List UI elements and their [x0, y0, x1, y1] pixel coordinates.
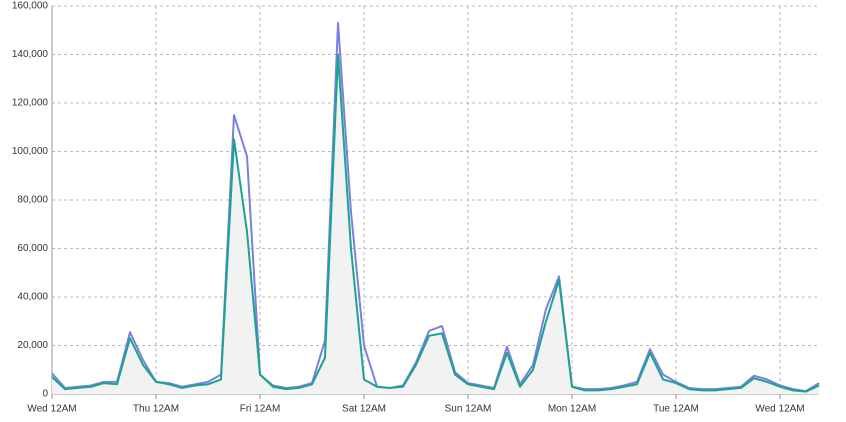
x-tick-label: Wed 12AM [755, 404, 804, 415]
area [52, 54, 819, 394]
y-tick-label: 80,000 [17, 195, 48, 206]
x-tick-label: Wed 12AM [27, 404, 76, 415]
line [51, 53, 820, 393]
x-tick-label: Tue 12AM [653, 404, 699, 415]
x-tick-label: Sat 12AM [342, 404, 386, 415]
y-tick-label: 140,000 [12, 49, 49, 60]
y-tick-label: 40,000 [17, 292, 48, 303]
y-tick-label: 100,000 [12, 146, 49, 157]
x-tick-label: Mon 12AM [548, 404, 596, 415]
x-tick-label: Sun 12AM [445, 404, 492, 415]
y-tick-label: 20,000 [17, 340, 48, 351]
x-tick-label: Thu 12AM [133, 404, 179, 415]
line [51, 21, 820, 393]
y-tick-label: 120,000 [12, 98, 49, 109]
x-tick-label: Fri 12AM [240, 404, 281, 415]
y-tick-label: 60,000 [17, 243, 48, 254]
y-tick-label: 0 [42, 389, 48, 400]
y-tick-label: 160,000 [12, 1, 49, 12]
